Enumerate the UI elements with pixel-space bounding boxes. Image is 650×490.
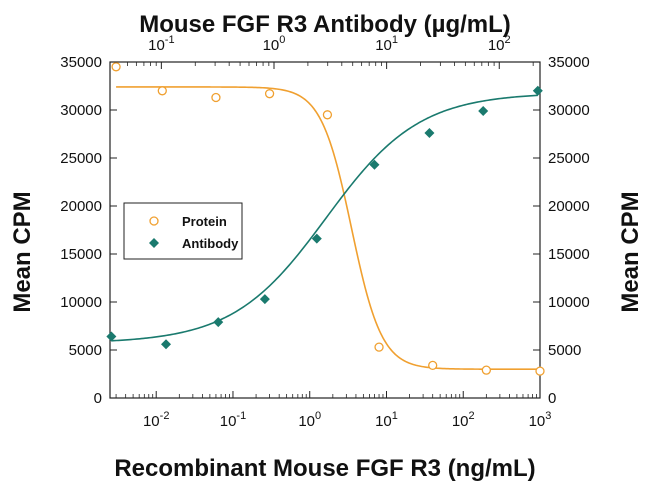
- left-axis-ticks: 0 5000 10000 15000 20000 25000 30000 35000: [60, 54, 117, 407]
- left-axis-title: Mean CPM: [9, 191, 36, 312]
- fit-curve-protein: [116, 86, 540, 370]
- bottom-tick-label: 103: [529, 410, 552, 430]
- plot-frame: [109, 61, 541, 399]
- data-points: [106, 62, 545, 376]
- legend-label: Protein: [182, 214, 227, 229]
- fit-curves: [111, 86, 540, 370]
- antibody-point: [532, 85, 543, 96]
- protein-point: [428, 360, 438, 371]
- antibody-point: [369, 159, 380, 170]
- antibody-point: [161, 339, 172, 350]
- protein-point: [157, 86, 167, 96]
- legend-box: [123, 202, 243, 260]
- right-tick-label: 10000: [548, 294, 590, 311]
- left-tick-label: 30000: [60, 102, 102, 119]
- bottom-tick-label: 101: [375, 410, 398, 430]
- bottom-tick-label: 100: [298, 410, 321, 430]
- antibody-point: [424, 128, 435, 139]
- fit-curve-antibody: [111, 94, 538, 342]
- antibody-point: [106, 331, 117, 342]
- right-tick-label: 20000: [548, 198, 590, 215]
- legend-marker-protein: [149, 216, 159, 226]
- right-tick-label: 15000: [548, 246, 590, 263]
- protein-point: [211, 92, 221, 103]
- right-tick-label: 35000: [548, 54, 590, 71]
- left-tick-label: 0: [94, 390, 102, 407]
- protein-point: [481, 365, 491, 375]
- legend-label: Antibody: [182, 236, 239, 251]
- top-tick-label: 102: [488, 34, 511, 54]
- right-tick-label: 0: [548, 390, 556, 407]
- right-axis-title: Mean CPM: [617, 191, 644, 312]
- right-axis-ticks: 0 5000 10000 15000 20000 25000 30000 35000: [533, 54, 590, 407]
- bottom-tick-label: 102: [452, 410, 475, 430]
- bottom-axis-ticks: 10-2 10-1 100 101 102 103: [115, 391, 552, 430]
- right-tick-label: 25000: [548, 150, 590, 167]
- legend-marker-antibody: [149, 238, 159, 248]
- bottom-tick-label: 10-2: [143, 410, 169, 430]
- protein-point: [535, 366, 545, 376]
- bottom-axis-title: Recombinant Mouse FGF R3 (ng/mL): [114, 455, 535, 482]
- legend: Protein Antibody: [123, 202, 243, 260]
- protein-point: [374, 342, 384, 352]
- antibody-point: [213, 317, 224, 328]
- protein-point: [111, 62, 121, 72]
- top-tick-label: 10-1: [148, 34, 174, 54]
- plot-area: [109, 61, 541, 399]
- antibody-point: [259, 294, 270, 305]
- left-tick-label: 10000: [60, 294, 102, 311]
- antibody-point: [478, 105, 489, 116]
- right-tick-label: 30000: [548, 102, 590, 119]
- left-tick-label: 5000: [69, 342, 102, 359]
- left-tick-label: 15000: [60, 246, 102, 263]
- top-tick-label: 101: [375, 34, 398, 54]
- bottom-tick-label: 10-1: [220, 410, 246, 430]
- top-tick-label: 100: [263, 34, 286, 54]
- top-axis-ticks: 10-1 100 101 102: [116, 34, 534, 69]
- antibody-point: [311, 233, 322, 244]
- protein-point: [264, 89, 275, 99]
- protein-point: [322, 110, 333, 120]
- left-tick-label: 35000: [60, 54, 102, 71]
- right-tick-label: 5000: [548, 342, 581, 359]
- left-tick-label: 25000: [60, 150, 102, 167]
- left-tick-label: 20000: [60, 198, 102, 215]
- top-axis-title: Mouse FGF R3 Antibody (µg/mL): [139, 11, 511, 38]
